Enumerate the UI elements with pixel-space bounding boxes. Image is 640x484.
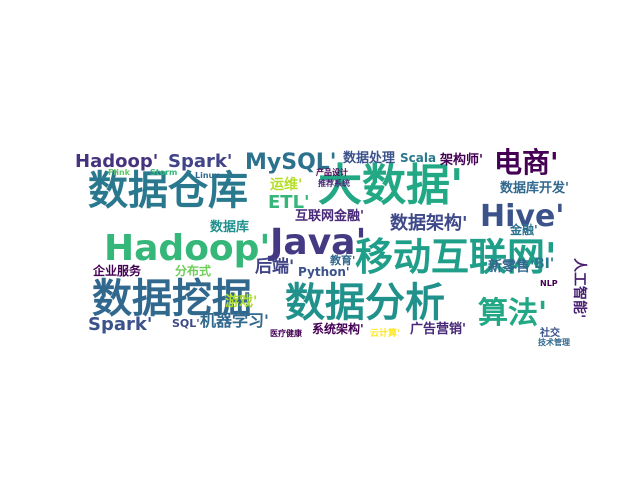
word: 数据分析 bbox=[285, 280, 445, 326]
word: MySQL' bbox=[245, 150, 337, 175]
word: Scala bbox=[400, 151, 436, 165]
word: 新零售' bbox=[488, 258, 534, 275]
word: 后端' bbox=[255, 256, 294, 277]
word: 数据仓库 bbox=[88, 168, 248, 214]
word: 互联网金融' bbox=[295, 208, 364, 224]
word: Hadoop' bbox=[104, 228, 270, 269]
word: 金融' bbox=[509, 222, 538, 237]
word: 游戏' bbox=[225, 293, 257, 310]
word: Spark' bbox=[88, 314, 152, 335]
word: 云计算' bbox=[370, 327, 400, 339]
word: 数据库开发' bbox=[500, 180, 569, 196]
word: 数据库 bbox=[210, 219, 249, 235]
word: 推荐系统 bbox=[318, 178, 350, 188]
word: Hive' bbox=[480, 199, 564, 234]
word: 架构师' bbox=[439, 152, 483, 168]
word: BI' bbox=[534, 256, 554, 272]
word: 技术管理 bbox=[538, 337, 570, 347]
word: 广告营销' bbox=[410, 321, 466, 337]
word: 机器学习' bbox=[200, 311, 269, 330]
word: 人工智能' bbox=[571, 258, 588, 318]
word: 算法' bbox=[478, 296, 547, 331]
word: 大数据' bbox=[318, 160, 463, 211]
word: 社交 bbox=[539, 326, 560, 339]
word: Java' bbox=[267, 222, 366, 263]
word: ETL' bbox=[268, 192, 310, 213]
word: Hadoop' bbox=[75, 151, 158, 172]
word: Flink bbox=[108, 168, 131, 177]
word: 医疗健康 bbox=[270, 328, 303, 338]
word: 数据处理 bbox=[343, 150, 395, 166]
word: 产品设计 bbox=[316, 167, 348, 177]
word: 分布式 bbox=[175, 263, 211, 278]
word: 移动互联网' bbox=[355, 235, 557, 279]
word: 数据挖掘 bbox=[92, 276, 252, 322]
word: Spark' bbox=[168, 151, 232, 172]
word: 企业服务 bbox=[92, 263, 142, 278]
word: SQL' bbox=[172, 317, 200, 330]
word: 系统架构' bbox=[312, 321, 364, 336]
word: 运维' bbox=[270, 176, 302, 193]
word: Linux bbox=[195, 171, 220, 180]
word: NLP bbox=[540, 279, 558, 288]
word: 电商' bbox=[494, 146, 559, 179]
word: Storm bbox=[150, 168, 177, 177]
word: 教育' bbox=[329, 253, 355, 267]
word: 数据架构' bbox=[390, 212, 468, 234]
word: Python' bbox=[298, 265, 350, 279]
